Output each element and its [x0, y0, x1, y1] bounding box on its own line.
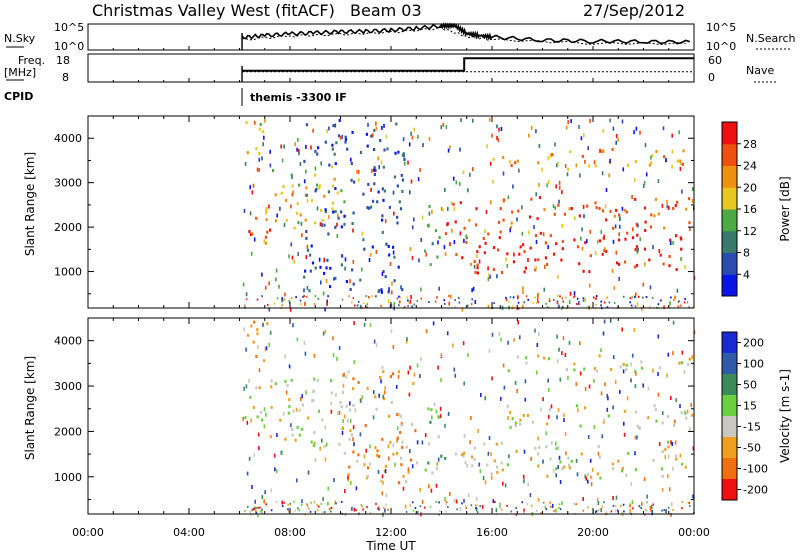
- y-tick-label: 2000: [54, 425, 82, 438]
- power-feature: [492, 147, 685, 171]
- power-colorbar-swatch: [722, 122, 737, 145]
- x-tick-label: 08:00: [274, 526, 306, 539]
- y-tick-label: 2000: [54, 221, 82, 234]
- power-colorbar-swatch: [722, 165, 737, 188]
- power-colorbar-swatch: [722, 252, 737, 275]
- x-tick-label: 16:00: [476, 526, 508, 539]
- power-feature: [303, 119, 406, 294]
- power-colorbar-tick-label: 12: [743, 225, 757, 238]
- velocity-colorbar-tick-label: 15: [743, 400, 757, 413]
- power-feature: [498, 196, 691, 230]
- power-feature: [245, 121, 265, 155]
- noise-tick-right: 10^5: [706, 21, 736, 34]
- power-colorbar-swatch: [722, 187, 737, 210]
- power-feature: [444, 201, 479, 270]
- velocity-feature: [340, 366, 419, 485]
- noise-tick-left: 10^5: [54, 21, 84, 34]
- velocity-colorbar-swatch: [722, 395, 737, 417]
- velocity-feature: [454, 440, 687, 480]
- power-scatter: [242, 117, 696, 312]
- cpid-label: CPID: [4, 90, 33, 103]
- velocity-colorbar-swatch: [722, 479, 737, 501]
- velocity-colorbar-swatch: [722, 374, 737, 396]
- power-colorbar-swatch: [722, 230, 737, 253]
- velocity-colorbar-tick-label: 50: [743, 379, 757, 392]
- x-tick-label: 20:00: [577, 526, 609, 539]
- velocity-panel: [242, 318, 696, 518]
- date-label: 27/Sep/2012: [583, 1, 685, 20]
- velocity-frame: [87, 317, 695, 515]
- velocity-colorbar-tick-label: -100: [743, 463, 768, 476]
- velocity-feature: [507, 354, 691, 373]
- power-feature: [474, 229, 683, 275]
- velocity-colorbar-tick-label: -50: [743, 442, 761, 455]
- power-feature: [265, 165, 347, 230]
- noise-tick-left: 10^0: [54, 40, 84, 53]
- x-tick-label: 04:00: [173, 526, 205, 539]
- y-tick-label: 1000: [54, 471, 82, 484]
- y-tick-label: 1000: [54, 266, 82, 279]
- velocity-colorbar-swatch: [722, 437, 737, 459]
- freq-label: Freq.: [18, 54, 45, 67]
- nsearch-trace: [241, 26, 686, 46]
- beam-label: Beam 03: [350, 1, 422, 20]
- velocity-scatter: [242, 318, 696, 518]
- noise-tick-right: 10^0: [706, 40, 736, 53]
- x-tick-label: 00:00: [678, 526, 710, 539]
- freq-tick: 18: [56, 54, 70, 67]
- y-tick-label: 3000: [54, 380, 82, 393]
- x-axis-label: Time UT: [365, 539, 416, 553]
- power-colorbar-tick-label: 16: [743, 203, 757, 216]
- velocity-colorbar-label: Velocity [m s-1]: [778, 369, 792, 463]
- freq-unit-label: [MHz]: [4, 66, 36, 79]
- cpid-text: themis -3300 IF: [250, 91, 347, 104]
- nsky-trace: [241, 22, 691, 45]
- power-colorbar-label: Power [dB]: [778, 176, 792, 241]
- nsearch-label: N.Search: [746, 32, 796, 45]
- y-tick-label: 4000: [54, 335, 82, 348]
- velocity-colorbar-frame: [721, 331, 738, 501]
- power-colorbar-tick-label: 28: [743, 138, 757, 151]
- x-tick-label: 12:00: [375, 526, 407, 539]
- nave-label: Nave: [746, 64, 774, 77]
- y-axis-label: Slant Range [km]: [23, 356, 37, 460]
- freq-tick: 8: [62, 71, 69, 84]
- velocity-colorbar-swatch: [722, 353, 737, 375]
- velocity-colorbar-tick-label: 100: [743, 358, 764, 371]
- power-colorbar-tick-label: 24: [743, 160, 757, 173]
- velocity-colorbar-swatch: [722, 458, 737, 480]
- velocity-colorbar-swatch: [722, 416, 737, 438]
- y-tick-label: 4000: [54, 132, 82, 145]
- velocity-feature: [247, 320, 269, 363]
- power-colorbar-tick-label: 4: [743, 268, 750, 281]
- y-tick-label: 3000: [54, 177, 82, 190]
- power-colorbar-swatch: [722, 143, 737, 166]
- velocity-colorbar-swatch: [722, 332, 737, 354]
- velocity-colorbar-tick-label: 200: [743, 337, 764, 350]
- power-feature: [424, 205, 444, 267]
- power-feature: [248, 216, 272, 245]
- power-colorbar-tick-label: 20: [743, 181, 757, 194]
- power-colorbar-swatch: [722, 209, 737, 232]
- nsky-label: N.Sky: [4, 32, 36, 45]
- y-axis-label: Slant Range [km]: [23, 152, 37, 256]
- velocity-feature: [424, 407, 447, 475]
- nave-tick: 0: [708, 71, 715, 84]
- power-panel: [242, 117, 696, 312]
- x-tick-label: 00:00: [72, 526, 104, 539]
- velocity-feature: [506, 404, 694, 430]
- nave-tick: 60: [708, 54, 722, 67]
- station-title: Christmas Valley West (fitACF): [92, 1, 335, 20]
- power-colorbar-tick-label: 8: [743, 247, 750, 260]
- velocity-colorbar-tick-label: -200: [743, 484, 768, 497]
- power-colorbar-swatch: [722, 274, 737, 297]
- velocity-colorbar-tick-label: -15: [743, 421, 761, 434]
- freq-trace: [242, 57, 694, 72]
